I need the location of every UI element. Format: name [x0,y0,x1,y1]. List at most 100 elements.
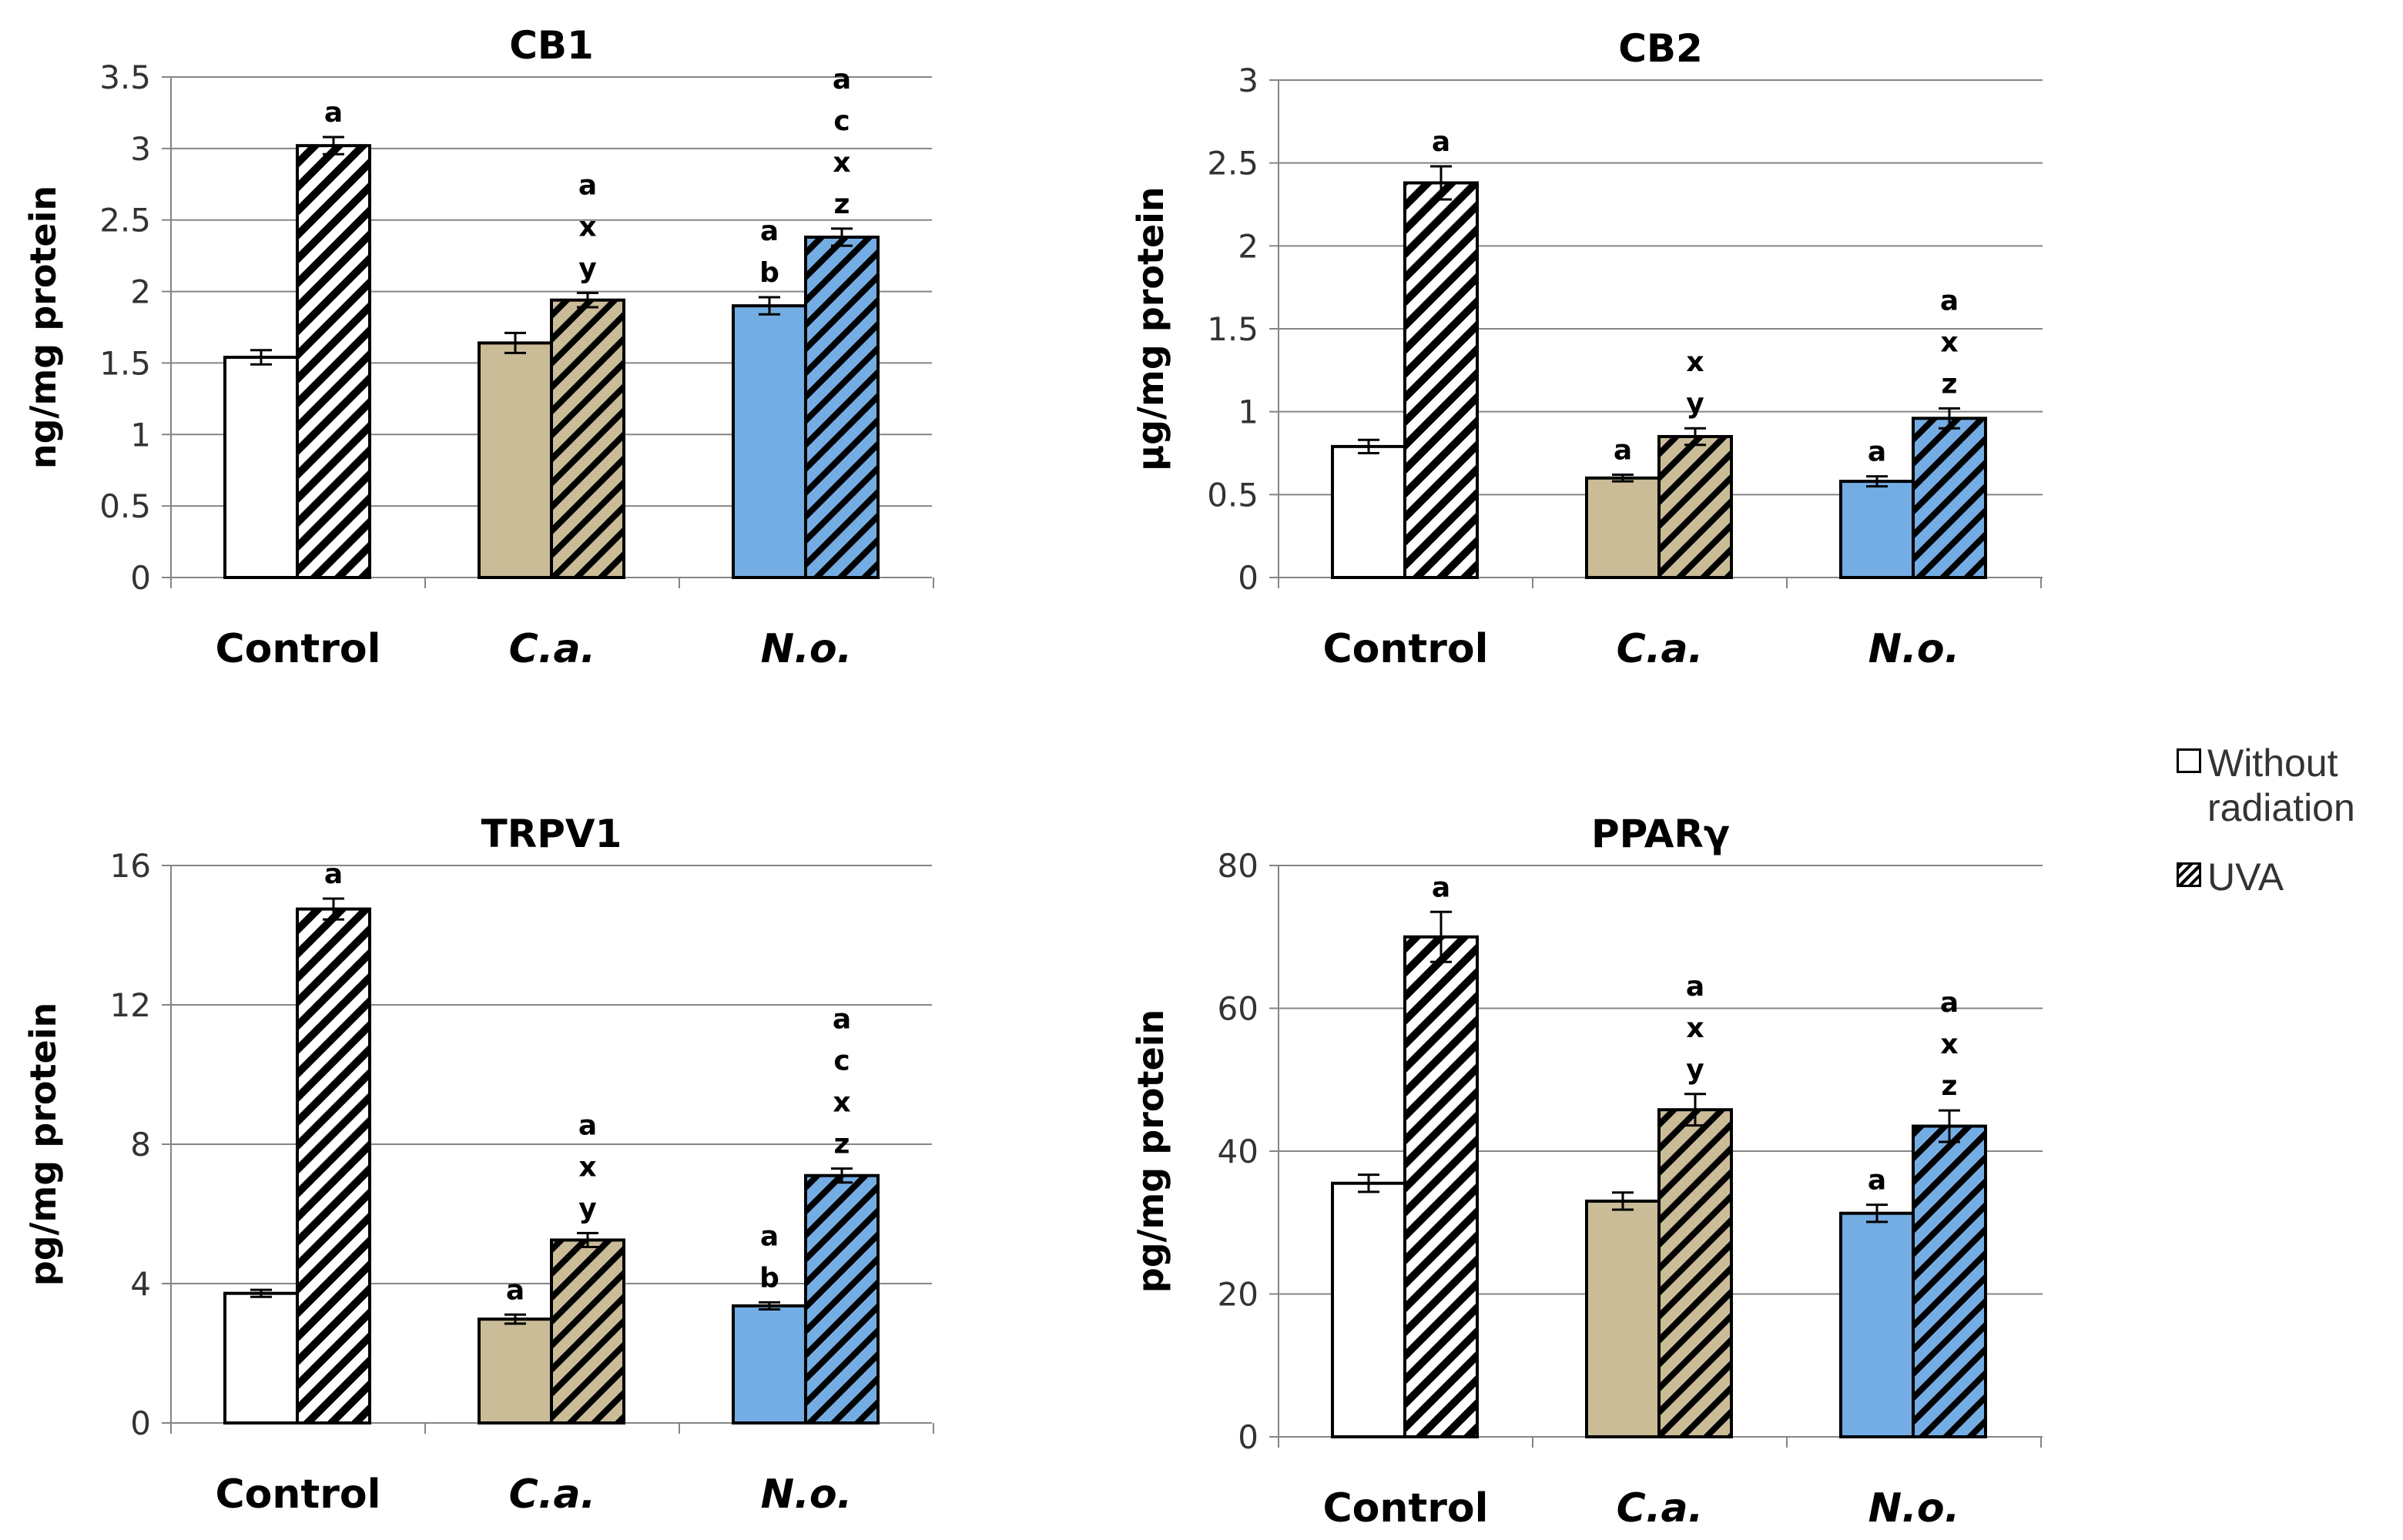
legend-label-without-radiation: Without radiation [2207,741,2355,830]
y-tick-label: 3 [130,130,151,168]
y-tick-label: 80 [1218,847,1258,885]
legend-label-uva: UVA [2207,855,2284,899]
legend-swatch-uva [2177,862,2201,887]
significance-letter: a [760,216,779,247]
bar-uva [1912,1124,1987,1438]
bar-without-radiation [1839,480,1915,580]
significance-letter: a [1940,987,1959,1019]
significance-letter: a [833,64,851,95]
significance-letter: a [578,1110,597,1141]
significance-letter: a [578,169,597,201]
x-category-label: Control [1323,1485,1489,1532]
significance-letter: y [578,253,596,284]
significance-letter: x [1940,326,1958,358]
significance-letter: a [1686,971,1704,1003]
y-tick-label: 1.5 [1207,310,1258,348]
significance-letter: a [506,1274,525,1306]
significance-letter: x [578,1151,596,1183]
y-tick-label: 1.5 [99,344,151,382]
bar-without-radiation [1331,444,1406,579]
chart-title: TRPV1 [481,812,622,856]
y-tick-label: 0 [1238,1418,1258,1456]
significance-letter: x [578,211,596,243]
y-axis-label: ng/mg protein [22,186,64,469]
significance-letter: x [1940,1029,1958,1060]
significance-letter: z [834,189,850,220]
bar-uva [804,1173,880,1424]
bar-without-radiation [1839,1211,1915,1438]
x-category-label: C.a. [1617,1485,1704,1532]
chart-panel-1: 0 0.5 1 1.5 2 2.5 3 CB2 µg/mg protein Control C.a.… [1130,26,2043,672]
chart-panel-3: 0 20 40 60 80 PPARγ pg/mg protein Control C.a. N.… [1130,812,2043,1532]
y-axis-label: µg/mg protein [1130,186,1171,470]
bar-without-radiation [223,356,299,579]
y-tick-label: 12 [110,986,151,1024]
bar-uva [1657,434,1733,580]
y-tick-label: 8 [130,1126,151,1163]
y-tick-label: 0 [1238,559,1258,597]
x-category-label: N.o. [1868,626,1960,672]
bar-uva [1403,935,1479,1438]
significance-letter: a [1940,285,1959,316]
significance-letter: b [759,257,779,289]
bar-uva [1403,181,1479,580]
y-tick-label: 40 [1218,1133,1258,1170]
legend-label-line: UVA [2207,855,2284,899]
significance-letter: a [1432,872,1450,903]
significance-letter: x [1686,1013,1704,1044]
bar-uva [550,298,625,579]
significance-letter: a [1868,1165,1886,1197]
bar-uva [296,144,371,579]
significance-letter: c [833,105,850,137]
y-tick-label: 4 [130,1265,151,1303]
legend-swatch-without-radiation [2177,748,2201,773]
significance-letter: a [1868,437,1886,468]
chart-panel-0: 0 0.5 1 1.5 2 2.5 3 3.5 CB1 ng/mg protein Control C… [22,23,934,672]
bar-uva [1657,1108,1733,1438]
bar-without-radiation [732,304,807,579]
significance-letter: a [833,1004,851,1036]
chart-title: PPARγ [1591,812,1730,856]
y-tick-label: 1 [1238,393,1258,431]
bar-uva [804,236,880,579]
significance-letter: x [833,147,850,179]
x-category-label: C.a. [509,626,596,672]
y-tick-label: 0.5 [99,487,151,525]
bar-without-radiation [1585,1199,1661,1439]
y-tick-label: 0 [130,1404,151,1442]
significance-letter: a [1614,434,1632,466]
chart-title: CB2 [1618,26,1703,71]
significance-letter: x [833,1087,850,1119]
bar-without-radiation [478,1317,553,1425]
y-tick-label: 2.5 [1207,145,1258,182]
significance-letter: c [833,1046,850,1077]
y-tick-label: 16 [110,847,151,885]
y-tick-label: 0 [130,559,151,597]
bar-uva [550,1238,625,1424]
x-category-label: C.a. [1617,626,1704,672]
bar-uva [1912,417,1987,580]
bar-without-radiation [1585,476,1661,579]
y-tick-label: 2.5 [99,202,151,239]
legend-item-without-radiation: Without radiation [2177,741,2400,830]
y-tick-label: 60 [1218,990,1258,1028]
significance-letter: a [324,859,343,890]
x-category-label: C.a. [509,1471,596,1518]
x-category-label: N.o. [761,1471,853,1518]
significance-letter: a [1432,126,1450,158]
significance-letter: a [324,97,343,129]
y-tick-label: 20 [1218,1276,1258,1314]
significance-letter: z [1942,1070,1958,1102]
y-tick-label: 3.5 [99,59,151,96]
chart-title: CB1 [509,23,594,68]
x-category-label: N.o. [1868,1485,1960,1532]
significance-letter: a [760,1220,779,1252]
y-tick-label: 0.5 [1207,476,1258,514]
y-axis-label: pg/mg protein [1130,1009,1171,1293]
significance-letter: z [1942,368,1958,400]
significance-letter: b [759,1262,779,1294]
y-tick-label: 1 [130,416,151,454]
legend-label-line: Without [2207,742,2338,785]
bar-without-radiation [478,341,553,579]
